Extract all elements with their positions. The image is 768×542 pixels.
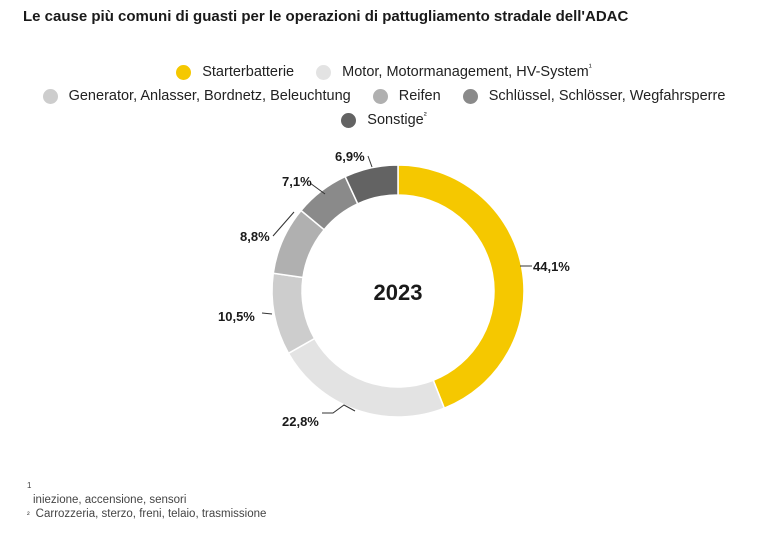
leader-line-4 <box>272 211 295 237</box>
legend-item-motor: Motor, Motormanagement, HV-System¹ <box>316 62 592 80</box>
footnote-marker: ¹ <box>588 62 592 73</box>
data-label-4: 8,8% <box>240 229 270 244</box>
legend-dot <box>42 88 58 104</box>
donut-slice-6 <box>344 164 399 205</box>
footnote-marker: 1 <box>27 481 32 490</box>
legend-dot <box>372 88 388 104</box>
data-label-1: 44,1% <box>533 259 570 274</box>
legend-row: Starterbatterie Motor, Motormanagement, … <box>0 62 768 84</box>
legend-label: Generator, Anlasser, Bordnetz, Beleuchtu… <box>68 88 351 104</box>
legend-item-schluessel: Schlüssel, Schlösser, Wegfahrsperre <box>462 88 726 104</box>
chart-title: Le cause più comuni di guasti per le ope… <box>23 8 629 25</box>
donut-slice-2 <box>287 337 446 418</box>
footnote-2: ² Carrozzeria, sterzo, freni, telaio, tra… <box>27 508 267 520</box>
footnotes: 1 iniezione, accensione, sensori ² Carroz… <box>27 478 266 522</box>
footnote-1: 1 <box>27 478 266 493</box>
legend-item-reifen: Reifen <box>372 88 441 104</box>
data-label-6: 6,9% <box>335 149 365 164</box>
donut-slice-1 <box>397 164 525 410</box>
legend-item-generator: Generator, Anlasser, Bordnetz, Beleuchtu… <box>42 88 351 104</box>
data-label-5: 7,1% <box>282 174 312 189</box>
leader-line-3 <box>261 312 273 315</box>
footnote-marker: ² <box>27 510 30 519</box>
legend-row: Generator, Anlasser, Bordnetz, Beleuchtu… <box>0 88 768 108</box>
legend-dot <box>341 112 357 128</box>
data-label-3: 10,5% <box>218 309 255 324</box>
legend-label: Motor, Motormanagement, HV-System <box>342 64 589 80</box>
legend-label: Schlüssel, Schlösser, Wegfahrsperre <box>488 88 726 104</box>
legend-row: Sonstige² <box>0 110 768 132</box>
legend-label: Reifen <box>398 88 441 104</box>
footnote-1-text: iniezione, accensione, sensori <box>33 494 187 506</box>
legend-item-starterbatterie: Starterbatterie <box>176 64 294 80</box>
leader-line-2 <box>322 404 356 414</box>
legend-dot <box>176 64 192 80</box>
footnote-marker: ² <box>423 110 427 121</box>
center-label: 2023 <box>374 280 423 305</box>
legend-dot <box>316 64 332 80</box>
donut-slice-3 <box>271 272 316 355</box>
legend-item-sonstige: Sonstige² <box>341 110 427 128</box>
leader-line-5 <box>309 182 326 195</box>
leader-line-6 <box>367 155 373 168</box>
legend-label: Starterbatterie <box>202 64 295 80</box>
legend-dot <box>462 88 478 104</box>
legend-label: Sonstige <box>367 112 424 128</box>
data-label-2: 22,8% <box>282 414 319 429</box>
